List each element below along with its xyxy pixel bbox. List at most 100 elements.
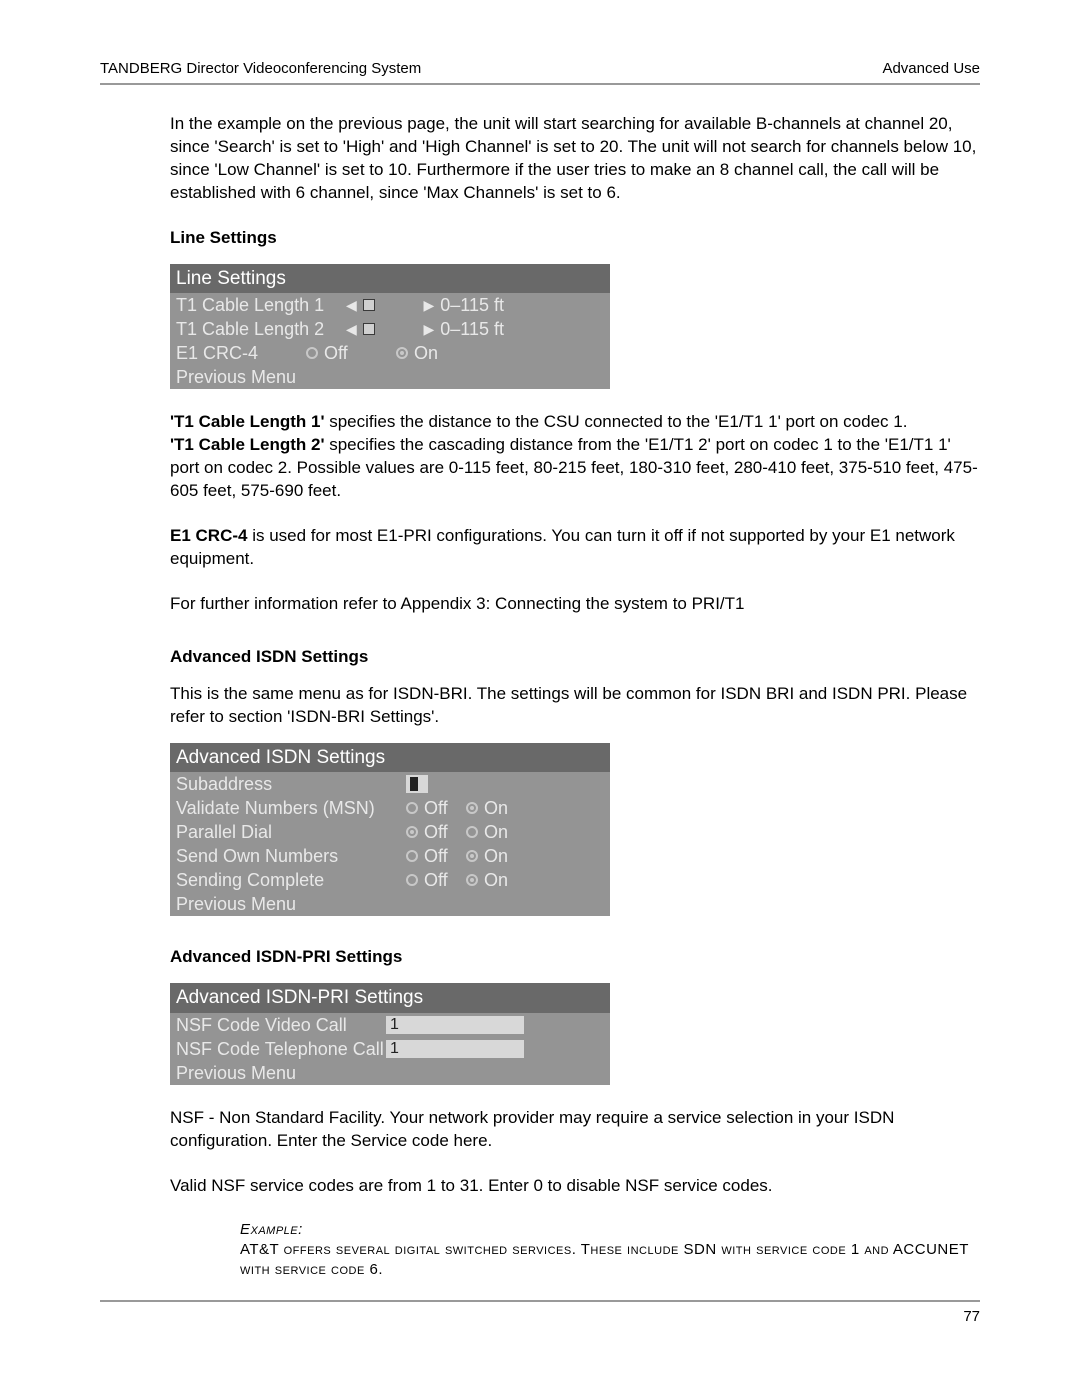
page-body: In the example on the previous page, the… (170, 113, 980, 1280)
t1-len1-value: 0–115 ft (440, 293, 504, 317)
t1-len1-label: T1 Cable Length 1 (176, 293, 346, 317)
nsf-tel-label: NSF Code Telephone Call (176, 1037, 386, 1061)
t1-len2-value: 0–115 ft (440, 317, 504, 341)
nsf-video-input[interactable]: 1 (386, 1016, 524, 1034)
e1crc-label: E1 CRC-4 (176, 341, 306, 365)
on-label: On (484, 844, 508, 868)
t1-cable-length-2-row[interactable]: T1 Cable Length 2 ◀ ▶ 0–115 ft (170, 317, 610, 341)
subaddress-row[interactable]: Subaddress (170, 772, 610, 796)
slider-handle-icon[interactable] (363, 323, 375, 335)
header-rule (100, 83, 980, 85)
adv-isdn-pri-heading: Advanced ISDN-PRI Settings (170, 946, 980, 969)
t1-len2-bold: 'T1 Cable Length 2' (170, 435, 325, 454)
e1crc-off-label: Off (324, 341, 348, 365)
t1-len1-value-group: ▶ 0–115 ft (423, 293, 504, 317)
on-label: On (484, 796, 508, 820)
validate-numbers-row[interactable]: Validate Numbers (MSN) Off On (170, 796, 610, 820)
sending-complete-row[interactable]: Sending Complete Off On (170, 868, 610, 892)
footer-rule (100, 1300, 980, 1302)
radio-on-icon[interactable] (466, 802, 478, 814)
arrow-left-icon[interactable]: ◀ (346, 320, 357, 339)
parallel-label: Parallel Dial (176, 820, 406, 844)
example-block: Example: AT&T offers several digital swi… (240, 1220, 980, 1281)
sendown-on-option[interactable]: On (466, 844, 508, 868)
nsf-video-row[interactable]: NSF Code Video Call 1 (170, 1013, 610, 1037)
radio-on-icon[interactable] (466, 850, 478, 862)
e1crc-bold: E1 CRC-4 (170, 526, 247, 545)
document-page: TANDBERG Director Videoconferencing Syst… (0, 0, 1080, 1397)
t1-len1-bold: 'T1 Cable Length 1' (170, 412, 325, 431)
page-number: 77 (100, 1308, 980, 1325)
radio-on-icon[interactable] (466, 826, 478, 838)
nsf-video-value: 1 (390, 1016, 399, 1033)
parallel-dial-row[interactable]: Parallel Dial Off On (170, 820, 610, 844)
e1crc-off-option[interactable]: Off (306, 341, 396, 365)
example-text: AT&T offers several digital switched ser… (240, 1240, 980, 1281)
t1-len2-slider[interactable]: ◀ (346, 320, 375, 339)
parallel-off-option[interactable]: Off (406, 820, 466, 844)
off-label: Off (424, 868, 448, 892)
header-right: Advanced Use (882, 60, 980, 77)
radio-off-icon[interactable] (406, 802, 418, 814)
previous-menu-row[interactable]: Previous Menu (170, 1061, 610, 1085)
previous-menu-row[interactable]: Previous Menu (170, 365, 610, 389)
line-settings-menu: Line Settings T1 Cable Length 1 ◀ ▶ 0–11… (170, 264, 610, 390)
off-label: Off (424, 844, 448, 868)
menu-title: Advanced ISDN Settings (170, 743, 610, 773)
e1-crc4-paragraph: E1 CRC-4 is used for most E1-PRI configu… (170, 525, 980, 571)
appendix-reference: For further information refer to Appendi… (170, 593, 980, 616)
previous-menu-label: Previous Menu (176, 892, 296, 916)
nsf-description: NSF - Non Standard Facility. Your networ… (170, 1107, 980, 1153)
previous-menu-row[interactable]: Previous Menu (170, 892, 610, 916)
example-label: Example: (240, 1220, 980, 1240)
t1-cable-length-1-row[interactable]: T1 Cable Length 1 ◀ ▶ 0–115 ft (170, 293, 610, 317)
arrow-right-icon[interactable]: ▶ (423, 296, 434, 315)
sendcomp-on-option[interactable]: On (466, 868, 508, 892)
nsf-tel-input[interactable]: 1 (386, 1040, 524, 1058)
slider-handle-icon[interactable] (363, 299, 375, 311)
previous-menu-label: Previous Menu (176, 1061, 296, 1085)
adv-isdn-heading: Advanced ISDN Settings (170, 646, 980, 669)
e1crc-on-label: On (414, 341, 438, 365)
page-header: TANDBERG Director Videoconferencing Syst… (100, 60, 980, 77)
adv-isdn-intro: This is the same menu as for ISDN-BRI. T… (170, 683, 980, 729)
nsf-tel-value: 1 (390, 1040, 399, 1057)
radio-on-icon[interactable] (466, 874, 478, 886)
parallel-on-option[interactable]: On (466, 820, 508, 844)
e1-crc4-row[interactable]: E1 CRC-4 Off On (170, 341, 610, 365)
subaddress-input[interactable] (406, 775, 428, 793)
nsf-telephone-row[interactable]: NSF Code Telephone Call 1 (170, 1037, 610, 1061)
line-settings-heading: Line Settings (170, 227, 980, 250)
previous-menu-label: Previous Menu (176, 365, 296, 389)
validate-off-option[interactable]: Off (406, 796, 466, 820)
subaddress-label: Subaddress (176, 772, 406, 796)
radio-off-icon[interactable] (406, 826, 418, 838)
t1-cable-length-paragraph: 'T1 Cable Length 1' specifies the distan… (170, 411, 980, 503)
on-label: On (484, 820, 508, 844)
sendcomp-off-option[interactable]: Off (406, 868, 466, 892)
menu-title: Line Settings (170, 264, 610, 294)
menu-title: Advanced ISDN-PRI Settings (170, 983, 610, 1013)
arrow-left-icon[interactable]: ◀ (346, 296, 357, 315)
validate-on-option[interactable]: On (466, 796, 508, 820)
arrow-right-icon[interactable]: ▶ (423, 320, 434, 339)
off-label: Off (424, 796, 448, 820)
sendcomp-label: Sending Complete (176, 868, 406, 892)
radio-on-icon[interactable] (396, 347, 408, 359)
radio-off-icon[interactable] (406, 874, 418, 886)
on-label: On (484, 868, 508, 892)
radio-off-icon[interactable] (406, 850, 418, 862)
nsf-video-label: NSF Code Video Call (176, 1013, 386, 1037)
t1-len1-slider[interactable]: ◀ (346, 296, 375, 315)
radio-off-icon[interactable] (306, 347, 318, 359)
e1crc-text: is used for most E1-PRI configurations. … (170, 526, 955, 568)
header-left: TANDBERG Director Videoconferencing Syst… (100, 60, 421, 77)
nsf-valid-codes: Valid NSF service codes are from 1 to 31… (170, 1175, 980, 1198)
sendown-off-option[interactable]: Off (406, 844, 466, 868)
intro-paragraph: In the example on the previous page, the… (170, 113, 980, 205)
sendown-label: Send Own Numbers (176, 844, 406, 868)
send-own-numbers-row[interactable]: Send Own Numbers Off On (170, 844, 610, 868)
text-cursor-icon (410, 777, 418, 791)
t1-len2-label: T1 Cable Length 2 (176, 317, 346, 341)
e1crc-on-option[interactable]: On (396, 341, 438, 365)
